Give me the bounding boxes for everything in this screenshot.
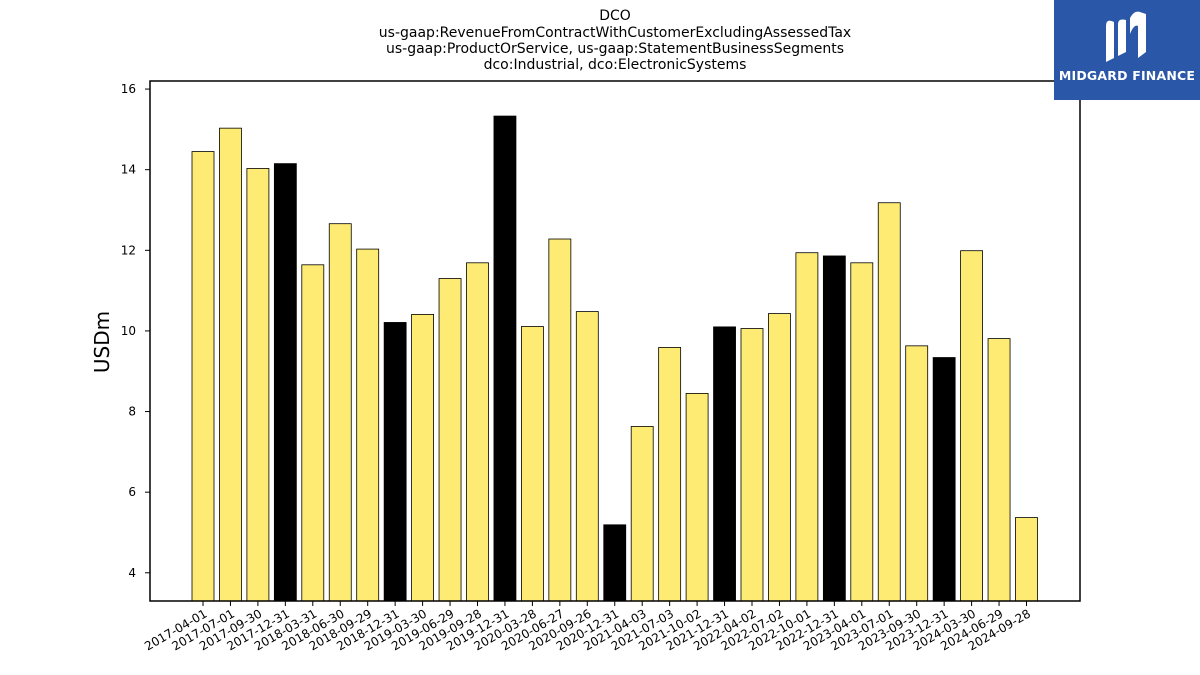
bar-2024-03-30: [960, 250, 983, 602]
y-tick-label: 14: [121, 163, 136, 177]
bar-2017-12-31: [273, 163, 297, 602]
chart-title-line-4: dco:Industrial, dco:ElectronicSystems: [484, 57, 747, 73]
bars-group: [191, 115, 1038, 602]
bar-2017-09-30: [246, 168, 270, 602]
y-tick-label: 4: [128, 566, 136, 580]
bar-2018-06-30: [328, 223, 352, 602]
logo-text: MIDGARD FINANCE: [1058, 68, 1196, 83]
bar-2020-12-31: [603, 524, 627, 602]
y-axis-label: USDm: [90, 311, 114, 373]
bar-2019-06-29: [438, 278, 462, 602]
midgard-logo-icon: [1106, 11, 1146, 63]
bar-2018-09-29: [356, 248, 380, 602]
bar-2019-09-28: [466, 262, 489, 602]
bar-2024-06-29: [987, 338, 1011, 602]
bar-2023-04-01: [850, 262, 874, 602]
y-tick-label: 8: [128, 405, 136, 419]
bar-2022-10-01: [795, 252, 819, 602]
bar-2022-12-31: [822, 255, 846, 602]
chart-title-line-3: us-gaap:ProductOrService, us-gaap:Statem…: [386, 41, 844, 57]
y-tick-label: 10: [121, 324, 136, 338]
bar-2021-07-03: [658, 347, 682, 602]
chart-title-line-2: us-gaap:RevenueFromContractWithCustomerE…: [379, 25, 851, 41]
y-tick-label: 16: [121, 82, 136, 96]
bar-2017-07-01: [219, 127, 242, 602]
bar-2022-04-02: [740, 328, 764, 602]
bar-2023-07-01: [877, 202, 901, 602]
chart-title-line-1: DCO: [599, 8, 631, 24]
bar-2017-04-01: [191, 151, 215, 602]
x-axis: 2017-04-012017-07-012017-09-302017-12-31…: [142, 601, 1033, 653]
bar-2023-09-30: [905, 345, 929, 602]
bar-2020-06-27: [548, 238, 572, 602]
chart-title: DCO us-gaap:RevenueFromContractWithCusto…: [379, 8, 851, 73]
bar-2019-03-30: [411, 313, 435, 602]
midgard-finance-logo: MIDGARD FINANCE: [1054, 0, 1200, 100]
bar-2018-03-31: [301, 264, 325, 602]
bar-2023-12-31: [932, 357, 956, 602]
plot-frame: [149, 80, 1081, 602]
y-tick-label: 6: [128, 485, 136, 499]
bar-2021-10-02: [685, 392, 709, 602]
bar-2021-04-03: [630, 426, 654, 602]
bar-2018-12-31: [383, 322, 407, 602]
y-axis: 4 6 8 10 12 14 16: [121, 82, 150, 580]
bar-2020-03-28: [521, 326, 544, 602]
bar-2019-12-31: [493, 115, 517, 602]
bar-2022-07-02: [768, 313, 791, 602]
bar-2020-09-26: [575, 311, 599, 602]
bar-2021-12-31: [713, 326, 736, 602]
bar-2024-09-28: [1015, 517, 1038, 602]
y-tick-label: 12: [121, 243, 136, 257]
